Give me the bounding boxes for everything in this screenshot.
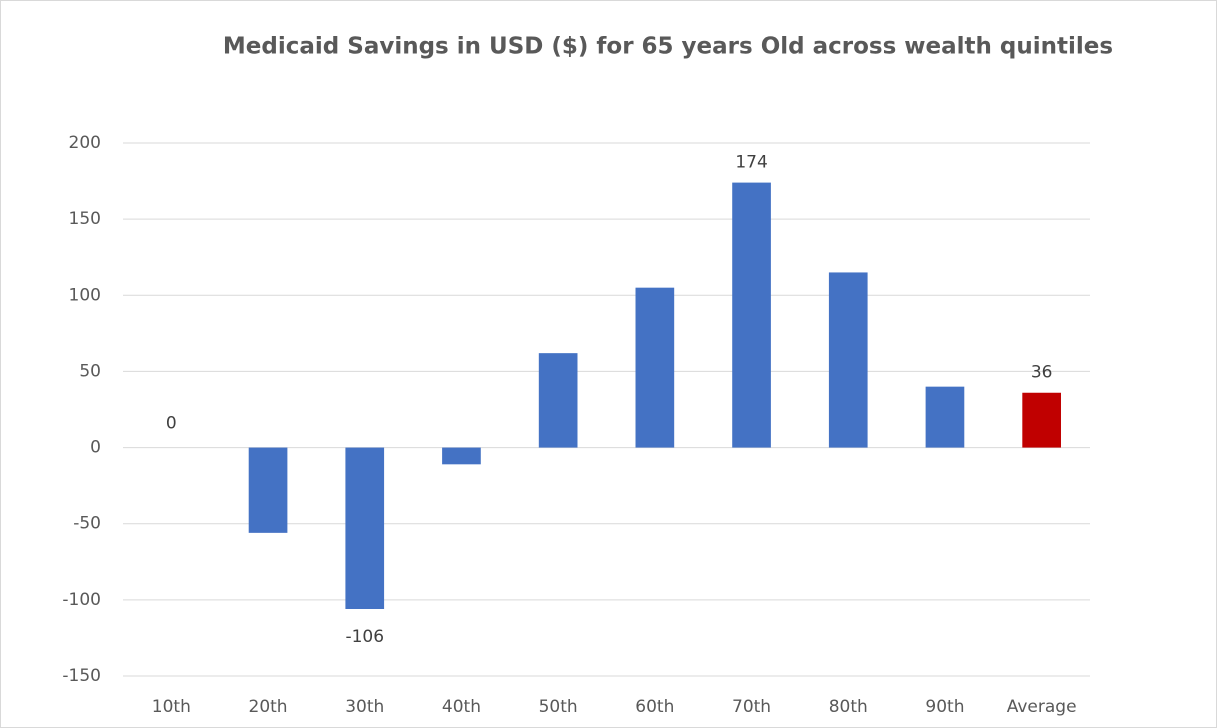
y-tick-label: 200 bbox=[69, 133, 101, 153]
bar bbox=[345, 447, 385, 609]
bar bbox=[442, 447, 481, 465]
y-tick-label: 150 bbox=[69, 209, 101, 229]
x-tick-label: 50th bbox=[539, 697, 578, 717]
x-tick-label: 60th bbox=[635, 697, 674, 717]
bar bbox=[248, 447, 288, 533]
data-label: 174 bbox=[735, 153, 767, 173]
x-tick-label: 20th bbox=[249, 697, 288, 717]
y-tick-label: 0 bbox=[90, 438, 101, 458]
chart-title: Medicaid Savings in USD ($) for 65 years… bbox=[223, 34, 1113, 60]
x-tick-label: Average bbox=[1007, 697, 1077, 717]
x-tick-label: 30th bbox=[345, 697, 384, 717]
y-tick-label: -50 bbox=[73, 514, 101, 534]
x-tick-label: 10th bbox=[152, 697, 191, 717]
bar bbox=[828, 272, 868, 448]
data-label: -106 bbox=[345, 627, 384, 647]
data-label: 0 bbox=[166, 414, 177, 434]
y-tick-label: 100 bbox=[69, 285, 101, 305]
y-tick-label: 50 bbox=[79, 361, 101, 381]
bar bbox=[732, 182, 771, 448]
bar bbox=[925, 386, 965, 448]
x-tick-label: 80th bbox=[829, 697, 868, 717]
x-tick-label: 90th bbox=[925, 697, 964, 717]
x-tick-label: 40th bbox=[442, 697, 481, 717]
data-label: 36 bbox=[1031, 363, 1053, 383]
bar bbox=[635, 287, 675, 448]
x-tick-label: 70th bbox=[732, 697, 771, 717]
bar bbox=[1022, 392, 1061, 448]
y-tick-label: -100 bbox=[62, 590, 101, 610]
y-tick-label: -150 bbox=[62, 666, 101, 686]
bar bbox=[538, 353, 578, 448]
